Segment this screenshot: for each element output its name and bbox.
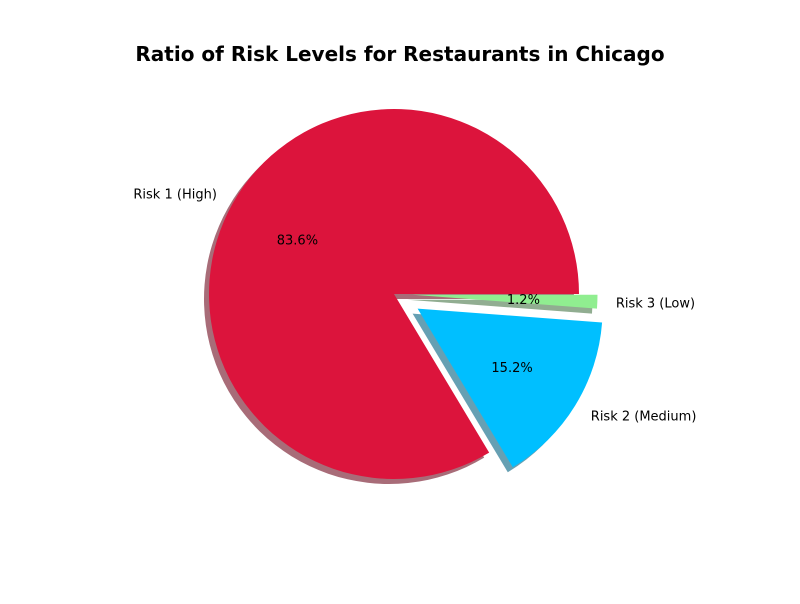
slice-pct-risk-2-medium: 15.2% bbox=[491, 361, 532, 376]
slice-labels: Risk 1 (High) 83.6% Risk 2 (Medium) 15.2% Ri… bbox=[133, 188, 696, 425]
slice-pct-risk-3-low: 1.2% bbox=[507, 293, 540, 308]
slice-label-risk-2-medium: Risk 2 (Medium) bbox=[591, 409, 697, 424]
slices bbox=[209, 108, 603, 479]
slice-label-risk-3-low: Risk 3 (Low) bbox=[616, 296, 695, 311]
slice-label-risk-1-high: Risk 1 (High) bbox=[133, 188, 217, 203]
slice-risk-3-low bbox=[412, 294, 598, 309]
slice-risk-1-high bbox=[209, 108, 580, 479]
slice-pct-risk-1-high: 83.6% bbox=[277, 233, 318, 248]
slice-risk-2-medium bbox=[417, 308, 603, 468]
chart-title: Ratio of Risk Levels for Restaurants in … bbox=[135, 42, 665, 66]
